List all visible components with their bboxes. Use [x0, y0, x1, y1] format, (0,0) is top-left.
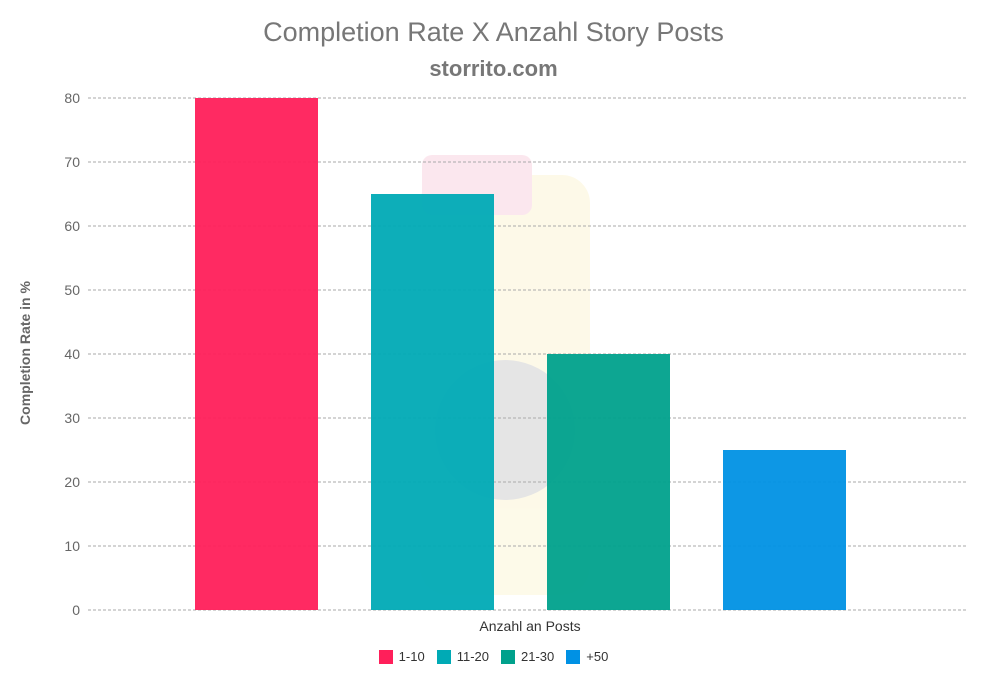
legend-swatch: [566, 649, 581, 664]
bar-+50[interactable]: [723, 450, 846, 610]
y-tick-label: 10: [64, 538, 80, 554]
y-tick-label: 80: [64, 90, 80, 106]
legend-swatch: [378, 649, 393, 664]
y-tick-label: 70: [64, 154, 80, 170]
legend-label: +50: [586, 649, 609, 664]
legend-label: 21-30: [521, 649, 555, 664]
x-axis-label: Anzahl an Posts: [479, 618, 581, 634]
bar-1-10[interactable]: [195, 98, 318, 610]
chart-title: Completion Rate X Anzahl Story Posts: [263, 17, 724, 47]
legend: 1-10 11-20 21-30 +50: [0, 649, 987, 664]
y-tick-label: 40: [64, 346, 80, 362]
legend-item[interactable]: 1-10: [378, 649, 425, 664]
y-tick-label: 50: [64, 282, 80, 298]
legend-label: 1-10: [398, 649, 425, 664]
bar-21-30[interactable]: [547, 354, 670, 610]
legend-item[interactable]: +50: [566, 649, 608, 664]
y-tick-label: 0: [72, 602, 80, 618]
y-axis-label: Completion Rate in %: [17, 281, 33, 425]
chart-subtitle: storrito.com: [429, 56, 558, 81]
legend-swatch: [436, 649, 451, 664]
y-tick-label: 30: [64, 410, 80, 426]
y-tick-label: 20: [64, 474, 80, 490]
y-tick-label: 60: [64, 218, 80, 234]
legend-swatch: [501, 649, 515, 664]
legend-label: 11-20: [456, 649, 489, 664]
bar-11-20[interactable]: [371, 194, 494, 610]
legend-item[interactable]: 11-20: [436, 649, 489, 664]
legend-item[interactable]: 21-30: [501, 649, 554, 664]
